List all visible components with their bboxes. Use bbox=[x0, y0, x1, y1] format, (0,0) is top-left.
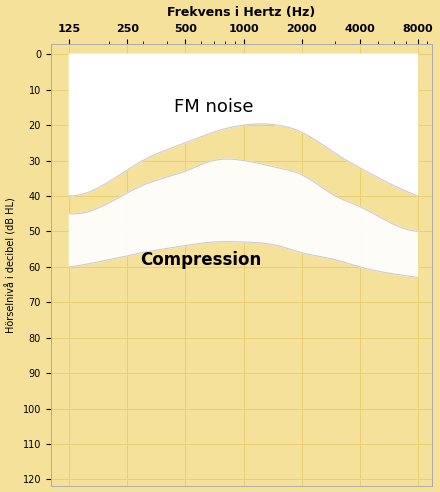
Text: Compression: Compression bbox=[140, 251, 261, 269]
Y-axis label: Hörselnivå i decibel (dB HL): Hörselnivå i decibel (dB HL) bbox=[6, 197, 17, 333]
Polygon shape bbox=[70, 54, 418, 196]
Title: Frekvens i Hertz (Hz): Frekvens i Hertz (Hz) bbox=[167, 5, 315, 19]
Text: FM noise: FM noise bbox=[174, 98, 253, 117]
Polygon shape bbox=[70, 159, 418, 277]
